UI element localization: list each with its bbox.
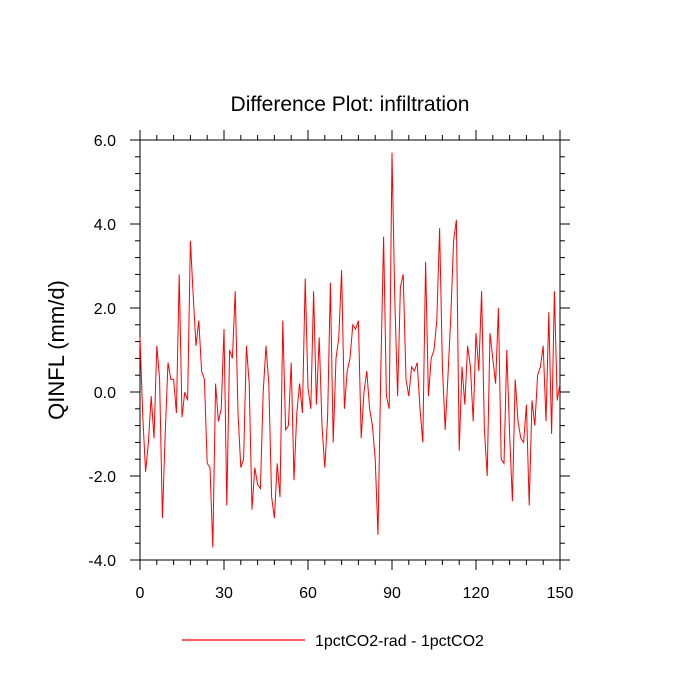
x-tick-label: 120: [463, 585, 490, 602]
series-line-0: [139, 152, 561, 548]
y-tick-label: 0.0: [94, 385, 116, 402]
x-tick-label: 0: [136, 585, 145, 602]
x-tick-label: 150: [547, 585, 574, 602]
tick-labels: 0 30 60 90 120 150 -4.0 -2.0 0.0 2.0 4.0 6.0: [88, 133, 573, 602]
axis-ticks: [130, 130, 570, 570]
legend-entry: 1pctCO2-rad - 1pctCO2: [315, 633, 484, 650]
chart-title: Difference Plot: infiltration: [231, 93, 470, 116]
y-tick-label: 2.0: [94, 301, 116, 318]
y-tick-label: -4.0: [88, 553, 116, 570]
y-axis-label: QINFL (mm/d): [44, 280, 69, 420]
x-tick-label: 90: [383, 585, 401, 602]
x-tick-label: 30: [215, 585, 233, 602]
legend: 1pctCO2-rad - 1pctCO2: [182, 633, 484, 650]
x-tick-label: 60: [299, 585, 317, 602]
y-tick-label: 6.0: [94, 133, 116, 150]
plot-area: [139, 139, 561, 561]
y-tick-label: -2.0: [88, 469, 116, 486]
y-tick-label: 4.0: [94, 217, 116, 234]
